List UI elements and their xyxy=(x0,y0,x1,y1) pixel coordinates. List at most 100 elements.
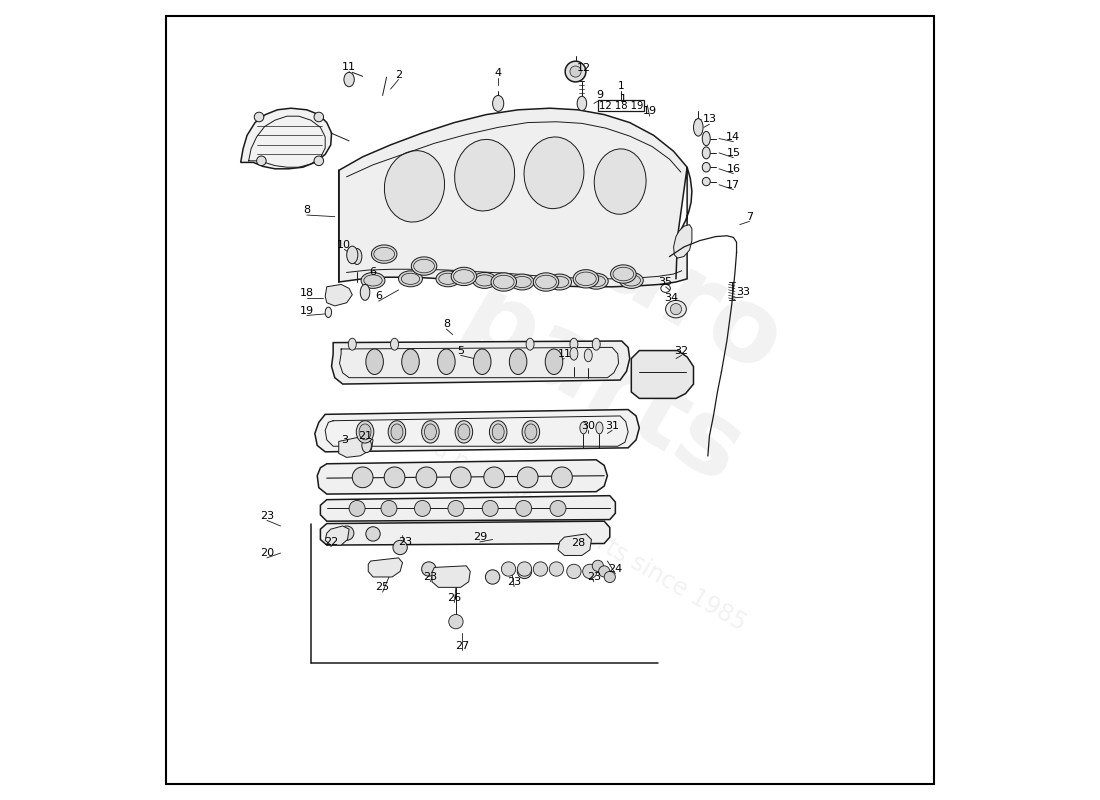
Text: 27: 27 xyxy=(455,641,470,650)
Text: a passion for parts since 1985: a passion for parts since 1985 xyxy=(429,436,750,635)
Ellipse shape xyxy=(570,347,578,360)
Text: 2: 2 xyxy=(395,70,403,80)
Circle shape xyxy=(384,467,405,488)
Ellipse shape xyxy=(473,273,496,288)
Ellipse shape xyxy=(492,424,504,440)
Ellipse shape xyxy=(534,273,559,291)
Ellipse shape xyxy=(573,270,598,288)
Circle shape xyxy=(421,562,436,576)
Text: 31: 31 xyxy=(605,421,619,430)
Circle shape xyxy=(592,560,604,571)
Text: 19: 19 xyxy=(642,106,657,117)
Text: 1: 1 xyxy=(617,81,625,91)
Ellipse shape xyxy=(438,349,455,374)
Circle shape xyxy=(517,562,531,576)
Text: 23: 23 xyxy=(398,537,412,547)
Text: 20: 20 xyxy=(260,548,274,558)
Ellipse shape xyxy=(390,424,403,440)
Ellipse shape xyxy=(349,338,356,350)
Ellipse shape xyxy=(372,245,397,263)
Text: 1: 1 xyxy=(619,94,627,104)
Polygon shape xyxy=(339,108,692,286)
Circle shape xyxy=(502,562,516,576)
Polygon shape xyxy=(320,521,609,545)
Ellipse shape xyxy=(402,349,419,374)
Text: 15: 15 xyxy=(726,148,740,158)
Polygon shape xyxy=(368,558,403,577)
Polygon shape xyxy=(339,436,373,458)
Text: 8: 8 xyxy=(304,206,310,215)
Ellipse shape xyxy=(522,421,540,443)
Polygon shape xyxy=(317,460,607,494)
Ellipse shape xyxy=(510,274,535,290)
Circle shape xyxy=(352,467,373,488)
Circle shape xyxy=(550,501,565,516)
Text: 6: 6 xyxy=(375,291,382,302)
Circle shape xyxy=(314,112,323,122)
Polygon shape xyxy=(326,526,349,545)
Ellipse shape xyxy=(346,246,358,264)
Circle shape xyxy=(449,614,463,629)
Ellipse shape xyxy=(454,139,515,211)
Text: 23: 23 xyxy=(424,572,438,582)
Ellipse shape xyxy=(610,265,636,283)
Ellipse shape xyxy=(526,338,535,350)
Circle shape xyxy=(416,467,437,488)
Ellipse shape xyxy=(592,338,601,350)
Circle shape xyxy=(482,501,498,516)
Text: 19: 19 xyxy=(300,306,313,316)
Circle shape xyxy=(448,501,464,516)
Polygon shape xyxy=(673,225,692,258)
Text: 17: 17 xyxy=(726,180,740,190)
Text: 4: 4 xyxy=(495,68,502,78)
Ellipse shape xyxy=(594,149,646,214)
Text: euro
parts: euro parts xyxy=(442,165,817,507)
Text: 7: 7 xyxy=(746,212,752,222)
Circle shape xyxy=(485,570,499,584)
Text: 10: 10 xyxy=(338,239,351,250)
Text: 11: 11 xyxy=(558,349,571,358)
Ellipse shape xyxy=(458,424,470,440)
Circle shape xyxy=(565,61,586,82)
Text: 33: 33 xyxy=(736,287,750,298)
Ellipse shape xyxy=(525,424,537,440)
Text: 6: 6 xyxy=(370,267,376,278)
Ellipse shape xyxy=(451,267,476,286)
Text: 32: 32 xyxy=(674,346,689,355)
Ellipse shape xyxy=(352,249,362,265)
Text: 23: 23 xyxy=(507,577,521,586)
Ellipse shape xyxy=(693,118,703,136)
Circle shape xyxy=(551,467,572,488)
Circle shape xyxy=(340,526,354,540)
Ellipse shape xyxy=(702,162,711,172)
Text: 22: 22 xyxy=(323,537,338,547)
Ellipse shape xyxy=(584,349,592,362)
Circle shape xyxy=(517,467,538,488)
Ellipse shape xyxy=(524,137,584,209)
Circle shape xyxy=(381,501,397,516)
Polygon shape xyxy=(631,350,693,398)
Circle shape xyxy=(415,501,430,516)
Text: 18: 18 xyxy=(300,288,313,298)
Ellipse shape xyxy=(548,274,572,290)
Ellipse shape xyxy=(584,274,608,289)
Text: 25: 25 xyxy=(375,582,389,592)
Ellipse shape xyxy=(578,96,586,110)
Text: 24: 24 xyxy=(608,564,623,574)
Text: 12 18 19: 12 18 19 xyxy=(598,101,644,111)
Circle shape xyxy=(484,467,505,488)
Text: 23: 23 xyxy=(586,572,601,582)
Ellipse shape xyxy=(702,147,711,159)
Ellipse shape xyxy=(493,95,504,111)
Ellipse shape xyxy=(398,271,422,286)
Circle shape xyxy=(366,526,381,541)
Circle shape xyxy=(256,156,266,166)
Circle shape xyxy=(598,566,609,577)
Text: 30: 30 xyxy=(581,421,595,430)
Circle shape xyxy=(450,467,471,488)
Polygon shape xyxy=(320,496,615,521)
Text: 35: 35 xyxy=(659,277,672,287)
Ellipse shape xyxy=(455,421,473,443)
Text: 14: 14 xyxy=(726,132,740,142)
Polygon shape xyxy=(241,108,331,169)
